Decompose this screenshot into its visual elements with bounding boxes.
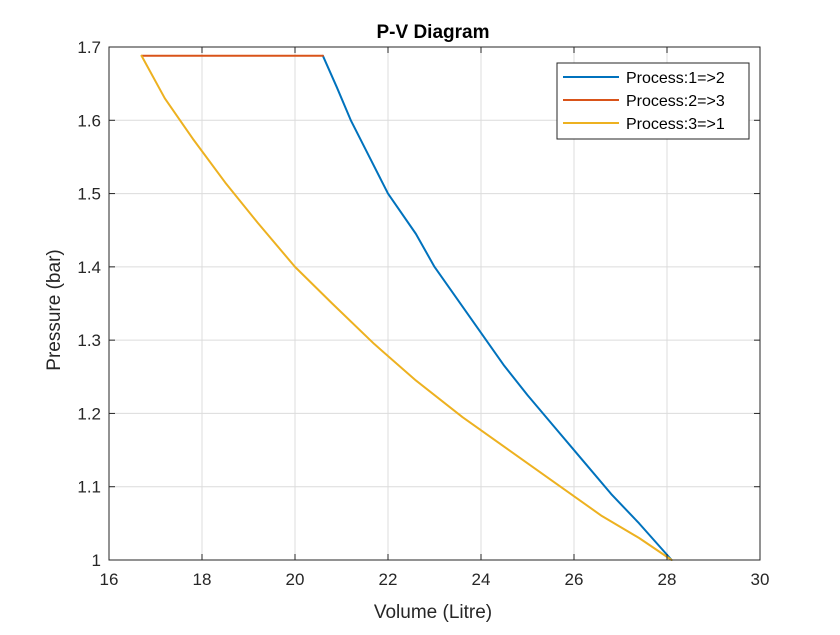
x-tick-label: 22 xyxy=(379,570,398,589)
x-tick-label: 20 xyxy=(286,570,305,589)
series-line-3 xyxy=(140,54,673,561)
y-tick-label: 1.3 xyxy=(77,331,101,350)
x-tick-label: 26 xyxy=(565,570,584,589)
plot-area-box xyxy=(108,46,761,561)
y-axis-label: Pressure (bar) xyxy=(44,249,65,370)
y-tick-label: 1.7 xyxy=(77,38,101,57)
y-tick-label: 1.6 xyxy=(77,111,101,130)
plot-lines xyxy=(140,54,673,561)
y-tick-label: 1.4 xyxy=(77,258,101,277)
y-tick-label: 1.2 xyxy=(77,404,101,423)
x-axis-label: Volume (Litre) xyxy=(374,602,492,623)
y-tick-label: 1.1 xyxy=(77,478,101,497)
x-tick-label: 18 xyxy=(193,570,212,589)
y-tick-label: 1 xyxy=(92,551,101,570)
series-line-1 xyxy=(321,54,673,561)
x-tick-label: 28 xyxy=(658,570,677,589)
legend-label-2: Process:2=>3 xyxy=(626,93,725,110)
x-tick-label: 24 xyxy=(472,570,491,589)
legend-label-1: Process:1=>2 xyxy=(626,70,725,87)
legend: Process:1=>2 Process:2=>3 Process:3=>1 xyxy=(556,62,750,140)
x-tick-label: 30 xyxy=(751,570,770,589)
x-tick-label: 16 xyxy=(100,570,119,589)
chart-title: P-V Diagram xyxy=(377,22,490,43)
legend-label-3: Process:3=>1 xyxy=(626,116,725,133)
axes: 16 18 20 22 24 26 28 30 1 1.1 1.2 1.3 1.4 1.5 1.6 1.7 xyxy=(77,38,769,589)
y-tick-label: 1.5 xyxy=(77,185,101,204)
